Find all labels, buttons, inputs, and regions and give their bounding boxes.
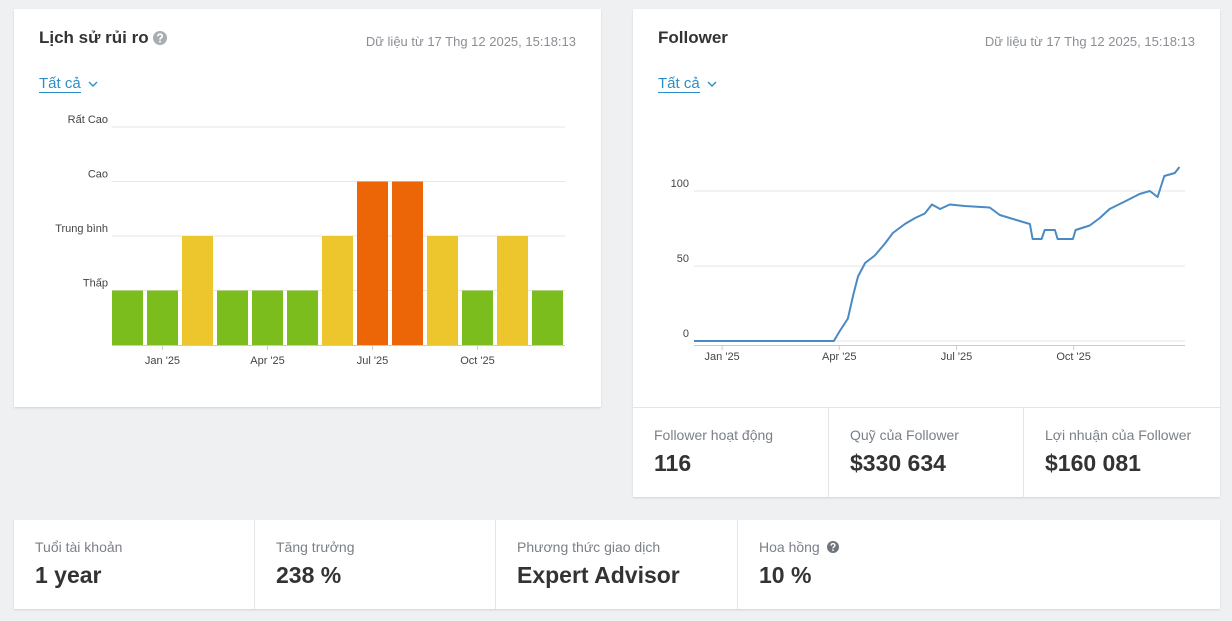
bar (427, 236, 458, 345)
follower-card: Follower Dữ liệu từ 17 Thg 12 2025, 15:1… (633, 9, 1220, 498)
bar (217, 290, 248, 345)
card-title: Follower (658, 28, 728, 47)
help-icon[interactable] (826, 541, 839, 553)
x-tick-label: Apr '25 (250, 355, 285, 367)
x-tick-label: Oct '25 (1056, 351, 1091, 363)
filter-label[interactable]: Tất cả (658, 75, 700, 93)
bar (112, 290, 143, 345)
chevron (88, 81, 98, 87)
y-tick-label: 100 (671, 178, 689, 190)
filter-dropdown[interactable]: Tất cả (39, 75, 98, 93)
stat-value: $330 634 (850, 450, 946, 476)
stat: Tuổi tài khoản 1 year (14, 520, 255, 609)
stat-value: 116 (654, 450, 692, 476)
stat: Follower hoạt động 116 (633, 408, 829, 498)
stat-value: 10 % (759, 562, 812, 588)
bar (392, 181, 423, 345)
stat: Lợi nhuận của Follower $160 081 (1024, 408, 1220, 498)
help-icon[interactable] (153, 31, 167, 45)
stat-label: Tăng trưởng (276, 539, 355, 555)
account-stats: Tuổi tài khoản 1 year Tăng trưởng 238 % … (14, 520, 1220, 609)
timestamp: Dữ liệu từ 17 Thg 12 2025, 15:18:13 (984, 34, 1195, 49)
stat: Phương thức giao dịch Expert Advisor (496, 520, 738, 609)
stat-value: 1 year (35, 562, 102, 588)
stat-value: $160 081 (1045, 450, 1141, 476)
stat-label: Follower hoạt động (654, 427, 774, 443)
stat-label: Phương thức giao dịch (517, 539, 661, 555)
bar (462, 290, 493, 345)
y-tick-label: Trung bình (55, 223, 108, 235)
stat-label-text: Hoa hồng (759, 539, 820, 555)
x-tick-label: Jan '25 (705, 351, 740, 363)
y-tick-label: Cao (88, 169, 108, 181)
y-tick-label: Thấp (83, 278, 108, 290)
bar (322, 236, 353, 345)
bar (357, 181, 388, 345)
bar (252, 290, 283, 345)
bar (182, 236, 213, 345)
stat: Hoa hồng 10 % (738, 520, 979, 609)
filter-dropdown[interactable]: Tất cả (658, 75, 717, 93)
stat-value: 238 % (276, 562, 342, 588)
x-tick-label: Jul '25 (357, 355, 388, 367)
bar (532, 290, 563, 345)
bar (497, 236, 528, 345)
follower-stats: Follower hoạt động 116 Quỹ của Follower … (633, 407, 1220, 498)
y-tick-label: Rất Cao (68, 114, 108, 126)
stat-value: Expert Advisor (517, 562, 680, 588)
bar (287, 290, 318, 345)
card-title: Lịch sử rủi ro (39, 28, 149, 47)
timestamp: Dữ liệu từ 17 Thg 12 2025, 15:18:13 (365, 34, 576, 49)
stat-label: Tuổi tài khoản (35, 539, 123, 555)
stat: Tăng trưởng 238 % (255, 520, 496, 609)
y-tick-label: 50 (677, 253, 689, 265)
y-tick-label: 0 (683, 328, 689, 340)
chevron (707, 81, 717, 87)
stat-label: Hoa hồng (759, 539, 839, 555)
x-tick-label: Apr '25 (822, 351, 857, 363)
x-tick-label: Oct '25 (460, 355, 495, 367)
filter-label[interactable]: Tất cả (39, 75, 81, 93)
stat: Quỹ của Follower $330 634 (829, 408, 1024, 498)
x-tick-label: Jul '25 (941, 351, 972, 363)
bar (147, 290, 178, 345)
x-tick-label: Jan '25 (145, 355, 180, 367)
stat-label: Lợi nhuận của Follower (1045, 427, 1192, 443)
stat-label: Quỹ của Follower (850, 427, 959, 443)
line (694, 166, 1181, 342)
